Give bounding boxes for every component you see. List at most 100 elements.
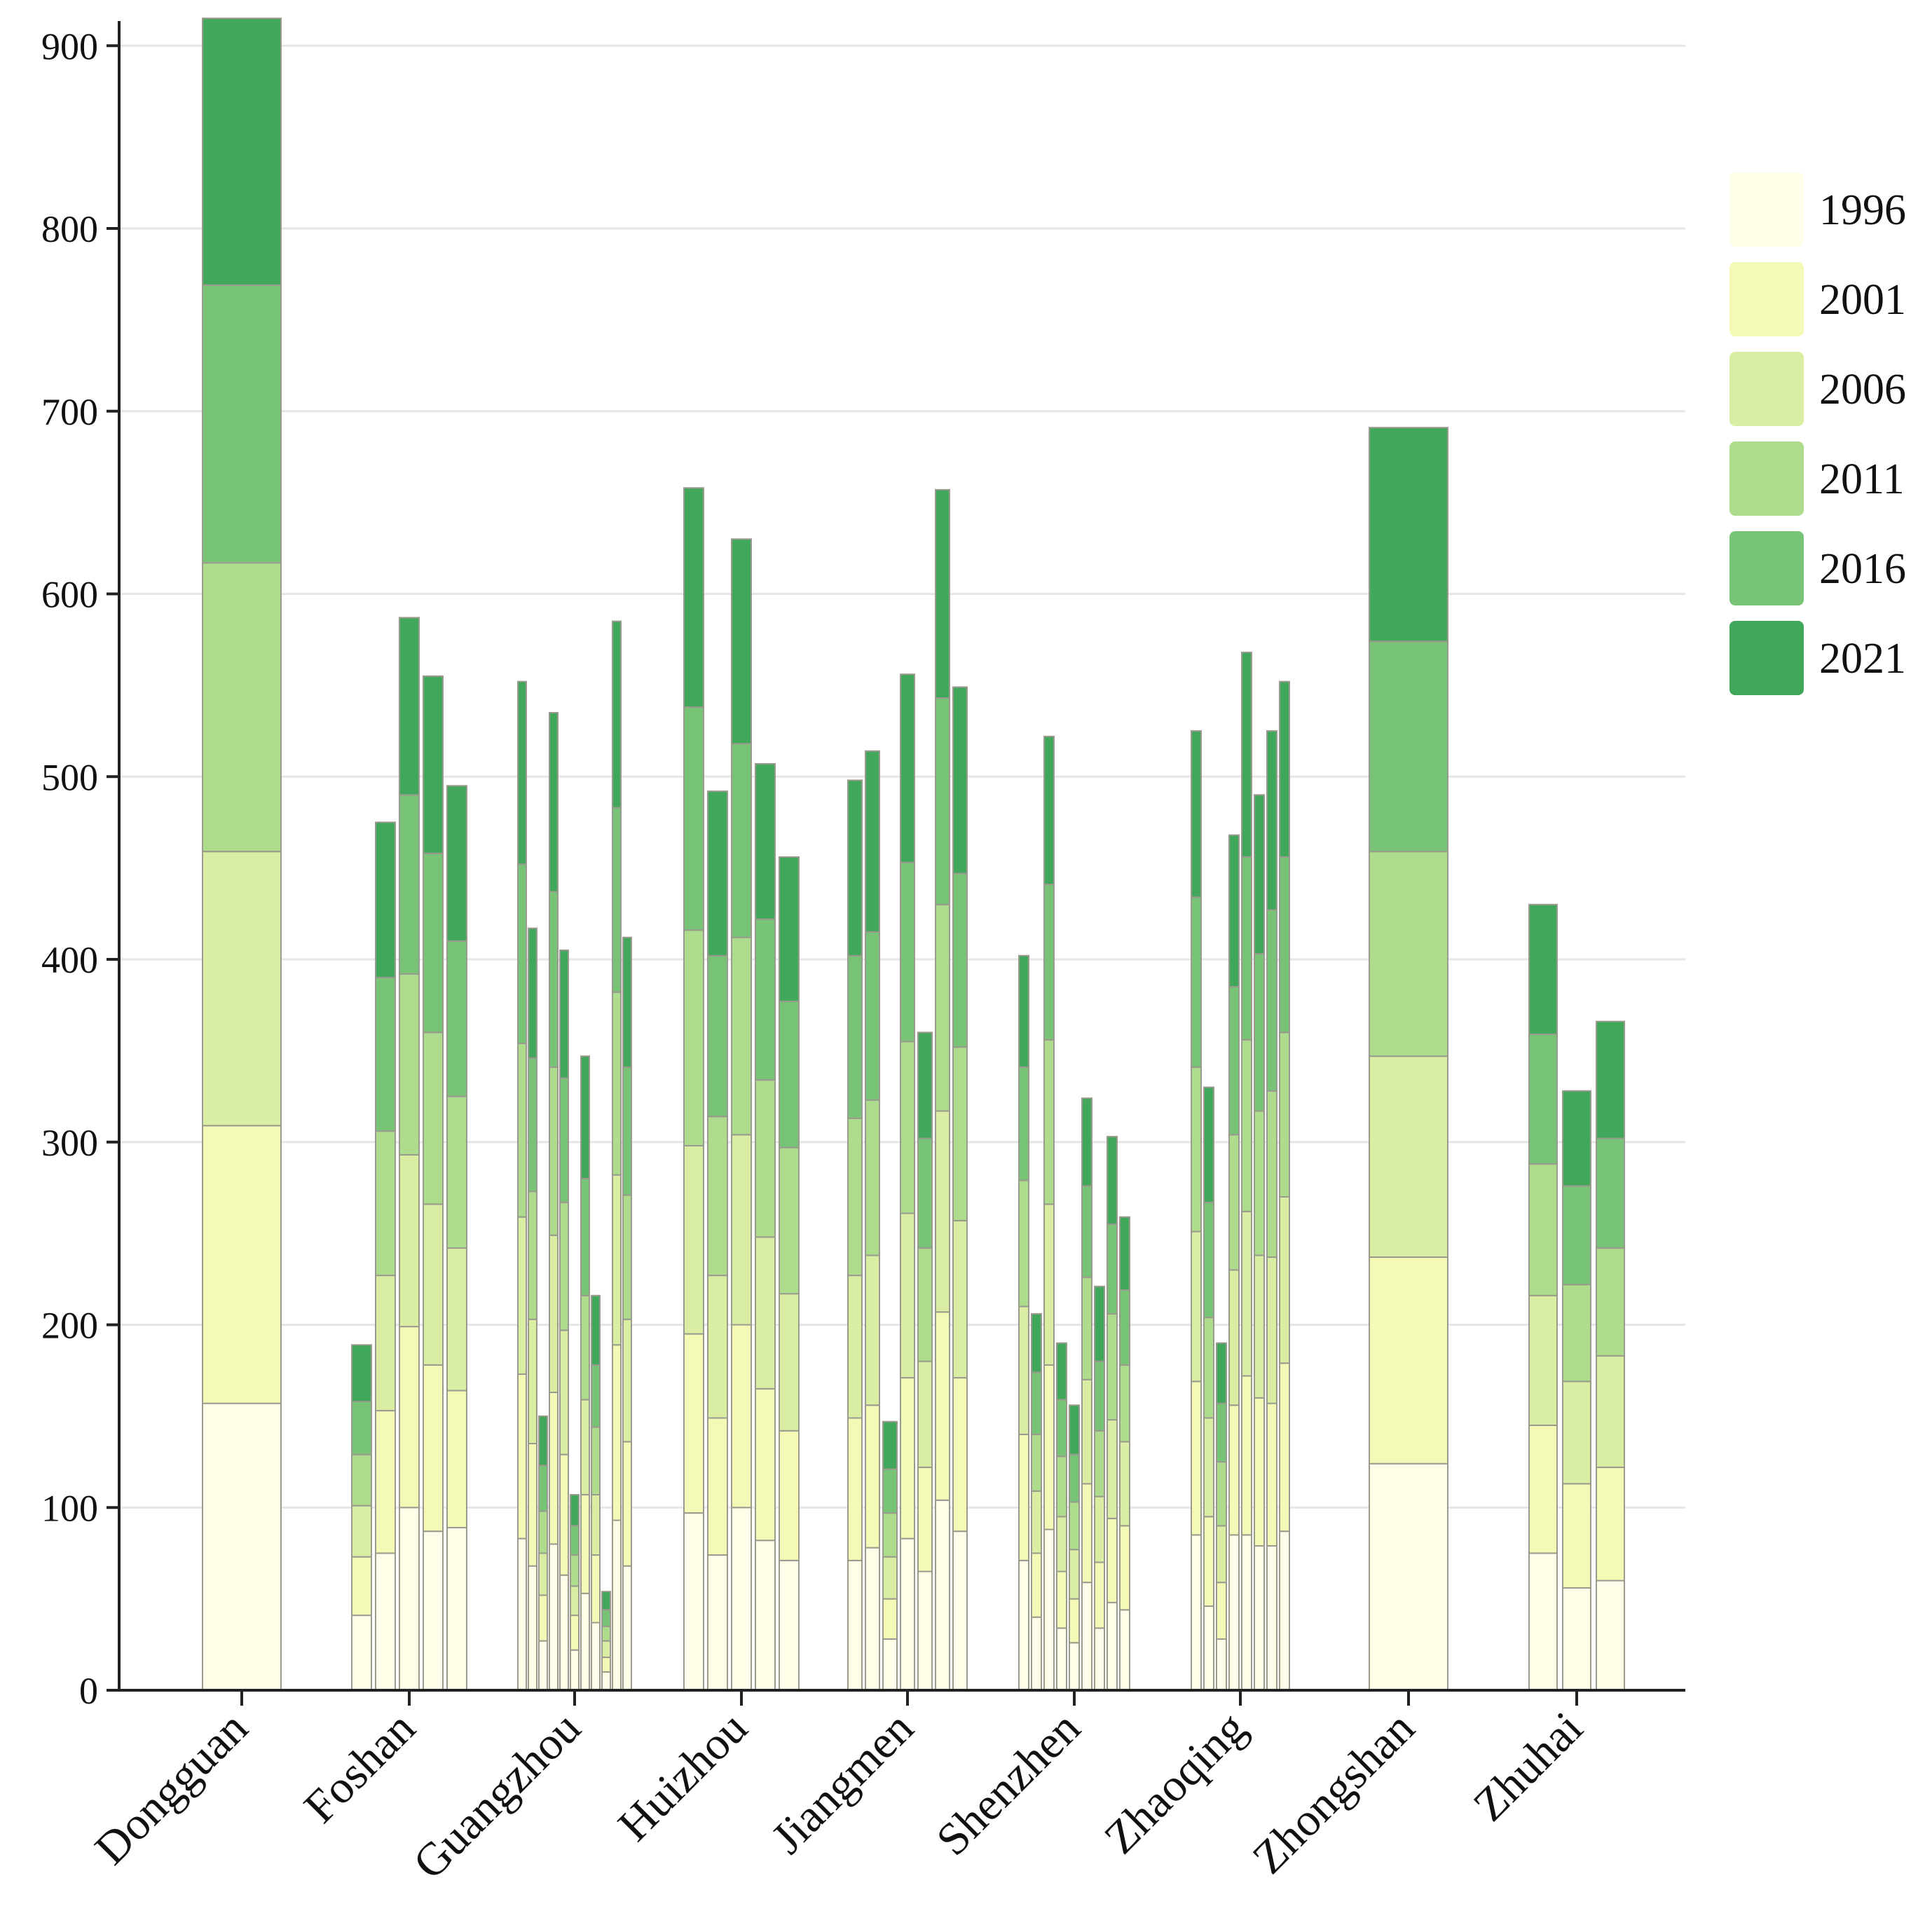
bar-zhaoqing-5-1996 bbox=[1241, 1534, 1252, 1692]
bar-jiangmen-6-1996 bbox=[935, 1499, 950, 1692]
bar-zhaoqing-4-2011 bbox=[1228, 1134, 1240, 1271]
bar-guangzhou-5-2016 bbox=[559, 1077, 569, 1203]
bar-jiangmen-7-1996 bbox=[952, 1530, 968, 1691]
bar-guangzhou-9-2006 bbox=[601, 1640, 611, 1659]
bar-foshan-1-2021 bbox=[351, 1344, 372, 1403]
bar-jiangmen-2-2021 bbox=[865, 750, 880, 933]
bar-guangzhou-5-2021 bbox=[559, 949, 569, 1079]
bar-shenzhen-7-2001 bbox=[1094, 1561, 1105, 1629]
bar-guangzhou-6-2011 bbox=[570, 1554, 580, 1587]
bar-jiangmen-5-2006 bbox=[917, 1360, 933, 1468]
bar-zhuhai-1-1996 bbox=[1528, 1552, 1558, 1691]
bar-huizhou-5-2021 bbox=[779, 856, 800, 1002]
y-tick-label: 200 bbox=[41, 1305, 98, 1347]
bar-guangzhou-8-2006 bbox=[591, 1493, 601, 1556]
bar-shenzhen-1-2011 bbox=[1018, 1179, 1029, 1308]
bar-jiangmen-3-2016 bbox=[882, 1468, 898, 1514]
bar-guangzhou-4-1996 bbox=[549, 1543, 559, 1691]
bar-jiangmen-1-2011 bbox=[847, 1117, 863, 1277]
bar-shenzhen-3-2021 bbox=[1043, 735, 1055, 886]
bar-zhuhai-3-1996 bbox=[1596, 1580, 1625, 1692]
bar-foshan-1-1996 bbox=[351, 1615, 372, 1692]
bar-jiangmen-5-2021 bbox=[917, 1032, 933, 1139]
bar-jiangmen-7-2006 bbox=[952, 1219, 968, 1379]
bar-zhuhai-1-2001 bbox=[1528, 1424, 1558, 1554]
bar-zhuhai-3-2021 bbox=[1596, 1020, 1625, 1139]
bar-guangzhou-5-2011 bbox=[559, 1201, 569, 1331]
bar-guangzhou-7-1996 bbox=[580, 1592, 590, 1691]
bar-huizhou-2-2011 bbox=[707, 1116, 728, 1277]
bar-jiangmen-3-2011 bbox=[882, 1512, 898, 1558]
bar-zhaoqing-7-2011 bbox=[1266, 1090, 1277, 1259]
bar-zhaoqing-8-1996 bbox=[1279, 1530, 1290, 1691]
bar-guangzhou-9-2011 bbox=[601, 1625, 611, 1642]
bar-shenzhen-5-2011 bbox=[1069, 1501, 1080, 1551]
bar-jiangmen-7-2021 bbox=[952, 686, 968, 875]
bar-shenzhen-8-2001 bbox=[1107, 1517, 1118, 1603]
bar-guangzhou-3-2006 bbox=[538, 1552, 548, 1596]
bar-shenzhen-7-2011 bbox=[1094, 1430, 1105, 1498]
bar-zhaoqing-7-2016 bbox=[1266, 909, 1277, 1092]
bar-huizhou-4-1996 bbox=[755, 1540, 776, 1692]
bar-huizhou-1-1996 bbox=[683, 1512, 704, 1692]
legend-label-2006: 2006 bbox=[1819, 366, 1906, 413]
bar-zhuhai-1-2016 bbox=[1528, 1033, 1558, 1165]
bar-zhaoqing-2-2006 bbox=[1203, 1417, 1214, 1518]
y-tick-label: 700 bbox=[41, 391, 98, 433]
bar-zhuhai-1-2011 bbox=[1528, 1163, 1558, 1296]
bar-jiangmen-2-1996 bbox=[865, 1547, 880, 1691]
bar-jiangmen-1-2001 bbox=[847, 1417, 863, 1561]
bar-foshan-3-2006 bbox=[399, 1154, 420, 1328]
bar-huizhou-2-2006 bbox=[707, 1275, 728, 1419]
bar-zhaoqing-1-2016 bbox=[1191, 896, 1202, 1068]
bar-foshan-1-2006 bbox=[351, 1505, 372, 1558]
bar-shenzhen-6-2001 bbox=[1081, 1483, 1092, 1584]
x-category-label: Huizhou bbox=[608, 1702, 757, 1851]
bar-huizhou-3-2011 bbox=[731, 936, 752, 1136]
bar-guangzhou-6-2006 bbox=[570, 1585, 580, 1617]
bar-shenzhen-6-2021 bbox=[1081, 1097, 1092, 1187]
bar-foshan-2-1996 bbox=[375, 1552, 396, 1691]
bar-guangzhou-9-2021 bbox=[601, 1591, 611, 1611]
bar-jiangmen-6-2021 bbox=[935, 488, 950, 699]
bar-zhaoqing-6-2011 bbox=[1254, 1110, 1265, 1256]
bar-guangzhou-6-2016 bbox=[570, 1525, 580, 1556]
bar-shenzhen-9-1996 bbox=[1119, 1609, 1130, 1692]
bar-zhaoqing-3-2011 bbox=[1216, 1461, 1227, 1527]
bar-shenzhen-3-1996 bbox=[1043, 1528, 1055, 1692]
bar-huizhou-4-2021 bbox=[755, 762, 776, 920]
bar-guangzhou-4-2011 bbox=[549, 1066, 559, 1236]
bar-shenzhen-2-2001 bbox=[1031, 1552, 1042, 1618]
bar-huizhou-5-2001 bbox=[779, 1430, 800, 1561]
bar-shenzhen-8-2011 bbox=[1107, 1313, 1118, 1421]
bar-guangzhou-1-1996 bbox=[517, 1537, 527, 1691]
bar-zhaoqing-8-2016 bbox=[1279, 856, 1290, 1034]
bar-jiangmen-5-2001 bbox=[917, 1466, 933, 1573]
bar-jiangmen-7-2011 bbox=[952, 1046, 968, 1221]
bar-shenzhen-9-2006 bbox=[1119, 1441, 1130, 1527]
bar-shenzhen-4-2011 bbox=[1056, 1455, 1067, 1518]
bar-guangzhou-3-2011 bbox=[538, 1510, 548, 1554]
bar-shenzhen-9-2016 bbox=[1119, 1289, 1130, 1366]
bar-zhaoqing-2-2021 bbox=[1203, 1086, 1214, 1203]
bar-guangzhou-10-1996 bbox=[612, 1519, 622, 1691]
bar-shenzhen-4-2006 bbox=[1056, 1516, 1067, 1573]
bar-shenzhen-1-2021 bbox=[1018, 954, 1029, 1068]
bar-foshan-2-2016 bbox=[375, 977, 396, 1132]
bar-shenzhen-9-2021 bbox=[1119, 1216, 1130, 1291]
bar-guangzhou-4-2001 bbox=[549, 1391, 559, 1545]
bar-huizhou-3-1996 bbox=[731, 1507, 752, 1691]
bar-zhaoqing-4-2016 bbox=[1228, 986, 1240, 1136]
bar-shenzhen-3-2006 bbox=[1043, 1203, 1055, 1366]
bar-guangzhou-7-2006 bbox=[580, 1399, 590, 1495]
bar-shenzhen-8-2016 bbox=[1107, 1224, 1118, 1315]
bar-dongguan-1-2011 bbox=[202, 562, 282, 853]
bar-guangzhou-9-1996 bbox=[601, 1671, 611, 1692]
bar-zhaoqing-4-2001 bbox=[1228, 1404, 1240, 1536]
bar-guangzhou-2-1996 bbox=[528, 1565, 537, 1691]
bar-shenzhen-4-1996 bbox=[1056, 1627, 1067, 1691]
bar-zhaoqing-6-1996 bbox=[1254, 1545, 1265, 1692]
bar-shenzhen-3-2011 bbox=[1043, 1039, 1055, 1205]
legend-swatch-2001 bbox=[1729, 262, 1804, 336]
bar-huizhou-4-2001 bbox=[755, 1388, 776, 1542]
